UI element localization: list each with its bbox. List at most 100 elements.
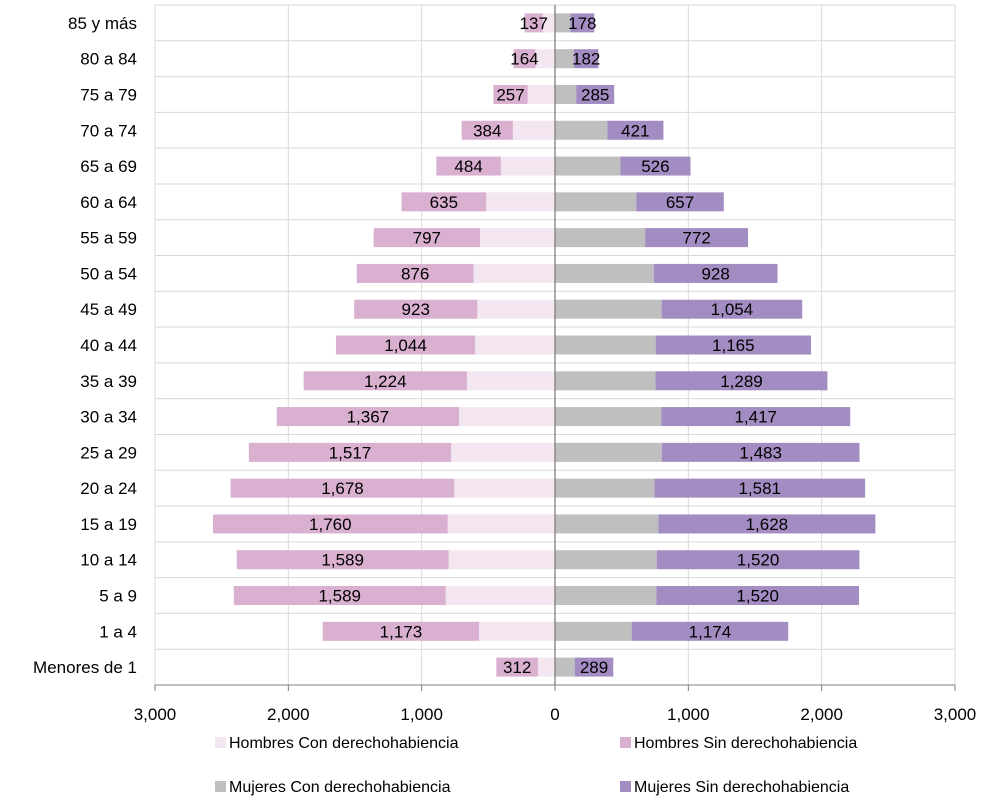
bar-hombres-con-derechohabiencia-5 [486, 192, 555, 212]
category-label-3: 70 a 74 [80, 121, 137, 140]
bar-mujeres-con-derechohabiencia-18 [555, 657, 575, 677]
category-label-17: 1 a 4 [99, 622, 137, 641]
data-label-hombres-sin-derechohabiencia-7: 876 [401, 264, 429, 283]
data-label-hombres-sin-derechohabiencia-9: 1,044 [384, 336, 427, 355]
bar-mujeres-con-derechohabiencia-13 [555, 478, 655, 498]
bar-mujeres-con-derechohabiencia-12 [555, 442, 662, 462]
data-label-hombres-sin-derechohabiencia-5: 635 [430, 193, 458, 212]
bar-hombres-con-derechohabiencia-7 [473, 263, 555, 283]
data-label-hombres-sin-derechohabiencia-2: 257 [496, 85, 524, 104]
bar-mujeres-sin-derechohabiencia-5 [636, 192, 724, 212]
data-label-mujeres-sin-derechohabiencia-1: 182 [572, 50, 600, 69]
category-label-14: 15 a 19 [80, 515, 137, 534]
category-label-12: 25 a 29 [80, 443, 137, 462]
data-label-hombres-sin-derechohabiencia-13: 1,678 [321, 479, 364, 498]
bar-hombres-con-derechohabiencia-10 [466, 371, 555, 391]
bar-mujeres-con-derechohabiencia-14 [555, 514, 659, 534]
data-label-mujeres-sin-derechohabiencia-18: 289 [580, 658, 608, 677]
data-label-hombres-sin-derechohabiencia-11: 1,367 [347, 408, 390, 427]
bar-hombres-con-derechohabiencia-11 [459, 407, 555, 427]
bar-mujeres-sin-derechohabiencia-16 [656, 586, 859, 606]
bar-hombres-sin-derechohabiencia-0 [524, 13, 543, 33]
data-label-mujeres-sin-derechohabiencia-2: 285 [581, 85, 609, 104]
data-label-mujeres-sin-derechohabiencia-16: 1,520 [736, 587, 779, 606]
category-label-1: 80 a 84 [80, 50, 137, 69]
bar-mujeres-sin-derechohabiencia-3 [607, 120, 664, 140]
x-tick-label-0: 3,000 [134, 705, 177, 724]
data-label-mujeres-sin-derechohabiencia-4: 526 [641, 157, 669, 176]
bar-hombres-con-derechohabiencia-4 [500, 156, 555, 176]
data-label-mujeres-sin-derechohabiencia-6: 772 [682, 229, 710, 248]
bar-hombres-con-derechohabiencia-2 [527, 84, 555, 104]
x-tick-label-1: 2,000 [267, 705, 310, 724]
bar-hombres-sin-derechohabiencia-4 [436, 156, 501, 176]
x-tick-label-5: 2,000 [800, 705, 843, 724]
bar-hombres-sin-derechohabiencia-6 [373, 228, 480, 248]
bar-hombres-con-derechohabiencia-16 [445, 586, 555, 606]
bar-mujeres-sin-derechohabiencia-10 [655, 371, 828, 391]
bar-mujeres-con-derechohabiencia-15 [555, 550, 657, 570]
category-label-6: 55 a 59 [80, 229, 137, 248]
bar-hombres-con-derechohabiencia-8 [477, 299, 555, 319]
legend-label-mujeres-sin-derechohabiencia: Mujeres Sin derechohabiencia [634, 779, 849, 796]
bar-mujeres-con-derechohabiencia-10 [555, 371, 656, 391]
bar-mujeres-sin-derechohabiencia-13 [654, 478, 866, 498]
legend-swatch-hombres-con-derechohabiencia [215, 737, 226, 748]
category-label-16: 5 a 9 [99, 587, 137, 606]
category-label-11: 30 a 34 [80, 408, 137, 427]
x-tick-label-4: 1,000 [667, 705, 710, 724]
bar-hombres-sin-derechohabiencia-10 [303, 371, 467, 391]
data-label-hombres-sin-derechohabiencia-17: 1,173 [380, 622, 423, 641]
bar-mujeres-sin-derechohabiencia-2 [576, 84, 615, 104]
bar-mujeres-sin-derechohabiencia-11 [661, 407, 851, 427]
bar-mujeres-con-derechohabiencia-7 [555, 263, 654, 283]
bar-hombres-sin-derechohabiencia-3 [461, 120, 513, 140]
legend-swatch-hombres-sin-derechohabiencia [620, 737, 631, 748]
data-label-mujeres-sin-derechohabiencia-13: 1,581 [738, 479, 781, 498]
data-label-mujeres-sin-derechohabiencia-11: 1,417 [734, 408, 777, 427]
data-label-mujeres-sin-derechohabiencia-12: 1,483 [739, 443, 782, 462]
bar-mujeres-con-derechohabiencia-8 [555, 299, 662, 319]
data-label-hombres-sin-derechohabiencia-16: 1,589 [318, 587, 361, 606]
data-label-mujeres-sin-derechohabiencia-15: 1,520 [737, 551, 780, 570]
bar-hombres-con-derechohabiencia-18 [537, 657, 555, 677]
bar-hombres-sin-derechohabiencia-17 [322, 621, 480, 641]
bar-hombres-con-derechohabiencia-13 [454, 478, 555, 498]
category-label-9: 40 a 44 [80, 336, 137, 355]
category-label-4: 65 a 69 [80, 157, 137, 176]
category-label-7: 50 a 54 [80, 264, 137, 283]
data-label-hombres-sin-derechohabiencia-14: 1,760 [309, 515, 352, 534]
bar-mujeres-sin-derechohabiencia-6 [645, 228, 749, 248]
x-tick-label-6: 3,000 [934, 705, 977, 724]
category-label-0: 85 y más [68, 14, 137, 33]
bar-hombres-sin-derechohabiencia-5 [401, 192, 487, 212]
data-label-hombres-sin-derechohabiencia-18: 312 [503, 658, 531, 677]
data-label-hombres-sin-derechohabiencia-4: 484 [454, 157, 482, 176]
x-tick-label-2: 1,000 [400, 705, 443, 724]
legend-swatch-mujeres-sin-derechohabiencia [620, 781, 631, 792]
data-label-mujeres-sin-derechohabiencia-10: 1,289 [720, 372, 763, 391]
bar-mujeres-sin-derechohabiencia-9 [655, 335, 811, 355]
bar-mujeres-sin-derechohabiencia-7 [653, 263, 778, 283]
legend-label-hombres-sin-derechohabiencia: Hombres Sin derechohabiencia [634, 735, 857, 752]
data-label-hombres-sin-derechohabiencia-10: 1,224 [364, 372, 407, 391]
data-label-hombres-sin-derechohabiencia-3: 384 [473, 121, 501, 140]
bar-hombres-sin-derechohabiencia-9 [335, 335, 476, 355]
bar-hombres-sin-derechohabiencia-7 [356, 263, 474, 283]
bar-hombres-sin-derechohabiencia-11 [276, 407, 459, 427]
bar-hombres-sin-derechohabiencia-1 [513, 49, 536, 69]
bar-hombres-con-derechohabiencia-3 [512, 120, 555, 140]
bar-mujeres-con-derechohabiencia-9 [555, 335, 656, 355]
bar-hombres-con-derechohabiencia-17 [479, 621, 555, 641]
data-label-hombres-sin-derechohabiencia-1: 164 [510, 50, 538, 69]
bar-mujeres-con-derechohabiencia-0 [555, 13, 571, 33]
data-label-mujeres-sin-derechohabiencia-0: 178 [568, 14, 596, 33]
bar-mujeres-con-derechohabiencia-11 [555, 407, 662, 427]
category-label-18: Menores de 1 [33, 658, 137, 677]
data-label-mujeres-sin-derechohabiencia-7: 928 [701, 264, 729, 283]
bar-mujeres-sin-derechohabiencia-12 [661, 442, 860, 462]
bar-hombres-sin-derechohabiencia-12 [248, 442, 452, 462]
legend-label-mujeres-con-derechohabiencia: Mujeres Con derechohabiencia [229, 779, 451, 796]
bar-hombres-sin-derechohabiencia-18 [496, 657, 538, 677]
bar-hombres-sin-derechohabiencia-13 [230, 478, 455, 498]
